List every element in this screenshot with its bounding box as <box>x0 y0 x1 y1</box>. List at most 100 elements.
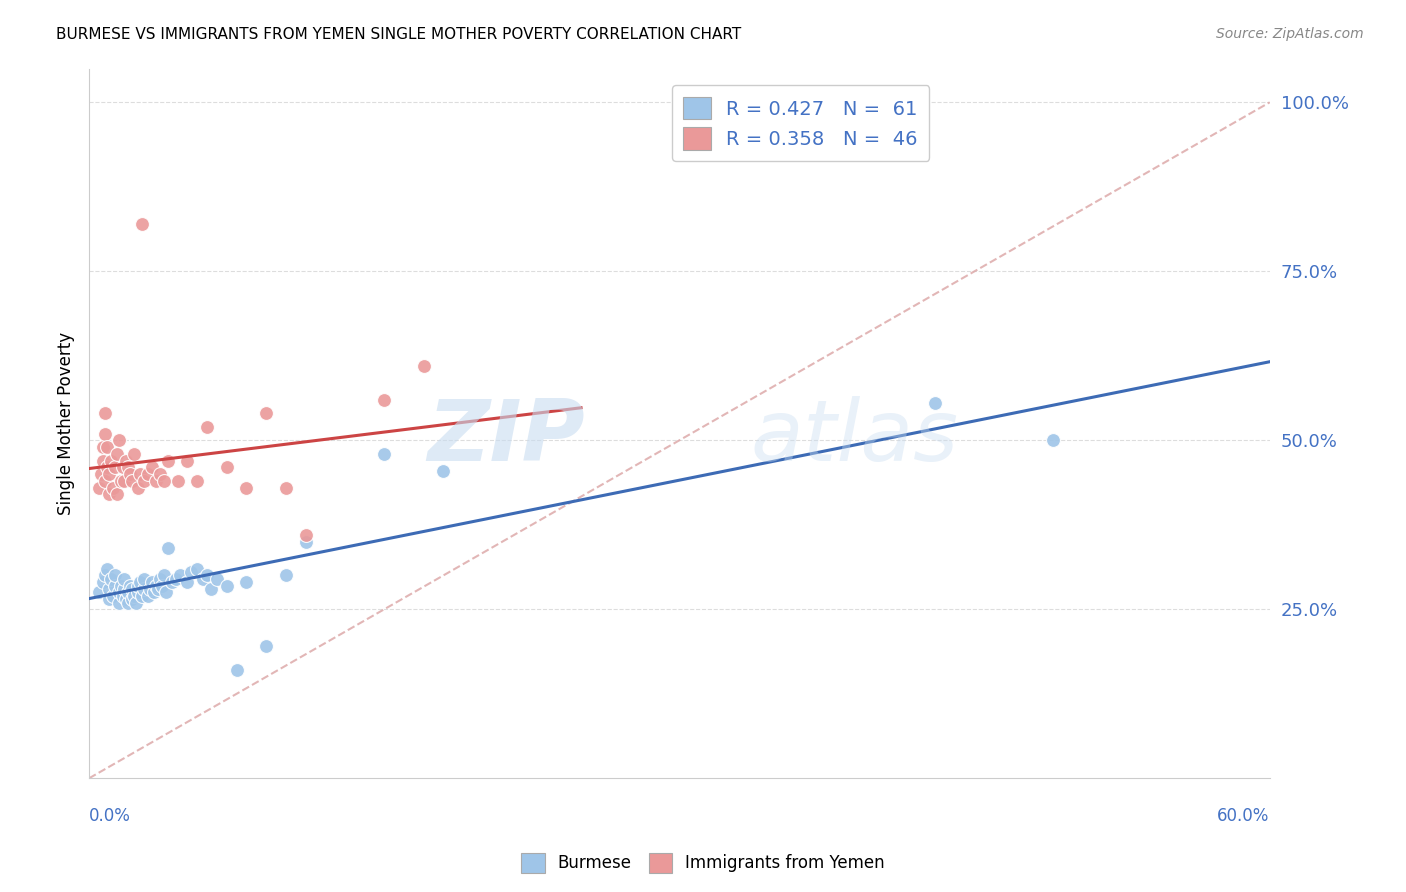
Point <box>215 579 238 593</box>
Point <box>200 582 222 596</box>
Point <box>91 440 114 454</box>
Point <box>120 467 142 481</box>
Point <box>432 464 454 478</box>
Point <box>97 592 120 607</box>
Point <box>195 568 218 582</box>
Point <box>117 585 139 599</box>
Point <box>90 467 112 481</box>
Point <box>254 406 277 420</box>
Point <box>924 396 946 410</box>
Text: 0.0%: 0.0% <box>89 807 131 825</box>
Point <box>114 572 136 586</box>
Point <box>105 487 128 501</box>
Point <box>87 481 110 495</box>
Point <box>117 595 139 609</box>
Point <box>165 572 187 586</box>
Point <box>111 589 134 603</box>
Point <box>225 663 247 677</box>
Point <box>150 579 173 593</box>
Point <box>101 589 124 603</box>
Point <box>136 467 159 481</box>
Point <box>215 460 238 475</box>
Point <box>149 467 172 481</box>
Point <box>169 568 191 582</box>
Point <box>141 460 163 475</box>
Point <box>373 392 395 407</box>
Point <box>105 447 128 461</box>
Point <box>97 487 120 501</box>
Point <box>94 568 117 582</box>
Point <box>91 575 114 590</box>
Point <box>127 481 149 495</box>
Point <box>186 562 208 576</box>
Point <box>143 585 166 599</box>
Point <box>274 568 297 582</box>
Point <box>91 453 114 467</box>
Point <box>134 572 156 586</box>
Point <box>145 474 167 488</box>
Point <box>121 474 143 488</box>
Point <box>131 589 153 603</box>
Point <box>115 453 138 467</box>
Point <box>94 406 117 420</box>
Point <box>254 640 277 654</box>
Point <box>114 474 136 488</box>
Legend: R = 0.427   N =  61, R = 0.358   N =  46: R = 0.427 N = 61, R = 0.358 N = 46 <box>672 86 929 161</box>
Point <box>153 568 176 582</box>
Point <box>1042 434 1064 448</box>
Point <box>146 582 169 596</box>
Point <box>160 575 183 590</box>
Point <box>110 474 132 488</box>
Point <box>107 585 129 599</box>
Point <box>141 575 163 590</box>
Point <box>96 562 118 576</box>
Point <box>205 572 228 586</box>
Point <box>124 447 146 461</box>
Y-axis label: Single Mother Poverty: Single Mother Poverty <box>58 332 75 515</box>
Point <box>101 481 124 495</box>
Point <box>274 481 297 495</box>
Point <box>180 565 202 579</box>
Point <box>139 582 162 596</box>
Point <box>114 582 136 596</box>
Point <box>235 575 257 590</box>
Point <box>97 582 120 596</box>
Point <box>145 579 167 593</box>
Point <box>129 575 152 590</box>
Point <box>294 534 316 549</box>
Text: 60.0%: 60.0% <box>1218 807 1270 825</box>
Point <box>115 592 138 607</box>
Point <box>186 474 208 488</box>
Point <box>117 460 139 475</box>
Point <box>193 572 215 586</box>
Text: ZIP: ZIP <box>427 396 585 479</box>
Point <box>127 585 149 599</box>
Point <box>195 419 218 434</box>
Point <box>156 541 179 556</box>
Text: BURMESE VS IMMIGRANTS FROM YEMEN SINGLE MOTHER POVERTY CORRELATION CHART: BURMESE VS IMMIGRANTS FROM YEMEN SINGLE … <box>56 27 741 42</box>
Point <box>97 467 120 481</box>
Point <box>96 440 118 454</box>
Point <box>373 447 395 461</box>
Point <box>294 528 316 542</box>
Point <box>104 579 127 593</box>
Point <box>153 474 176 488</box>
Point <box>127 579 149 593</box>
Point <box>107 595 129 609</box>
Point <box>104 568 127 582</box>
Point <box>111 460 134 475</box>
Point <box>235 481 257 495</box>
Point <box>134 474 156 488</box>
Point <box>149 572 172 586</box>
Point <box>94 426 117 441</box>
Point <box>156 453 179 467</box>
Point <box>134 582 156 596</box>
Point <box>100 572 122 586</box>
Point <box>176 453 198 467</box>
Point <box>166 474 188 488</box>
Point <box>100 453 122 467</box>
Legend: Burmese, Immigrants from Yemen: Burmese, Immigrants from Yemen <box>515 847 891 880</box>
Text: Source: ZipAtlas.com: Source: ZipAtlas.com <box>1216 27 1364 41</box>
Point <box>124 589 146 603</box>
Point <box>136 589 159 603</box>
